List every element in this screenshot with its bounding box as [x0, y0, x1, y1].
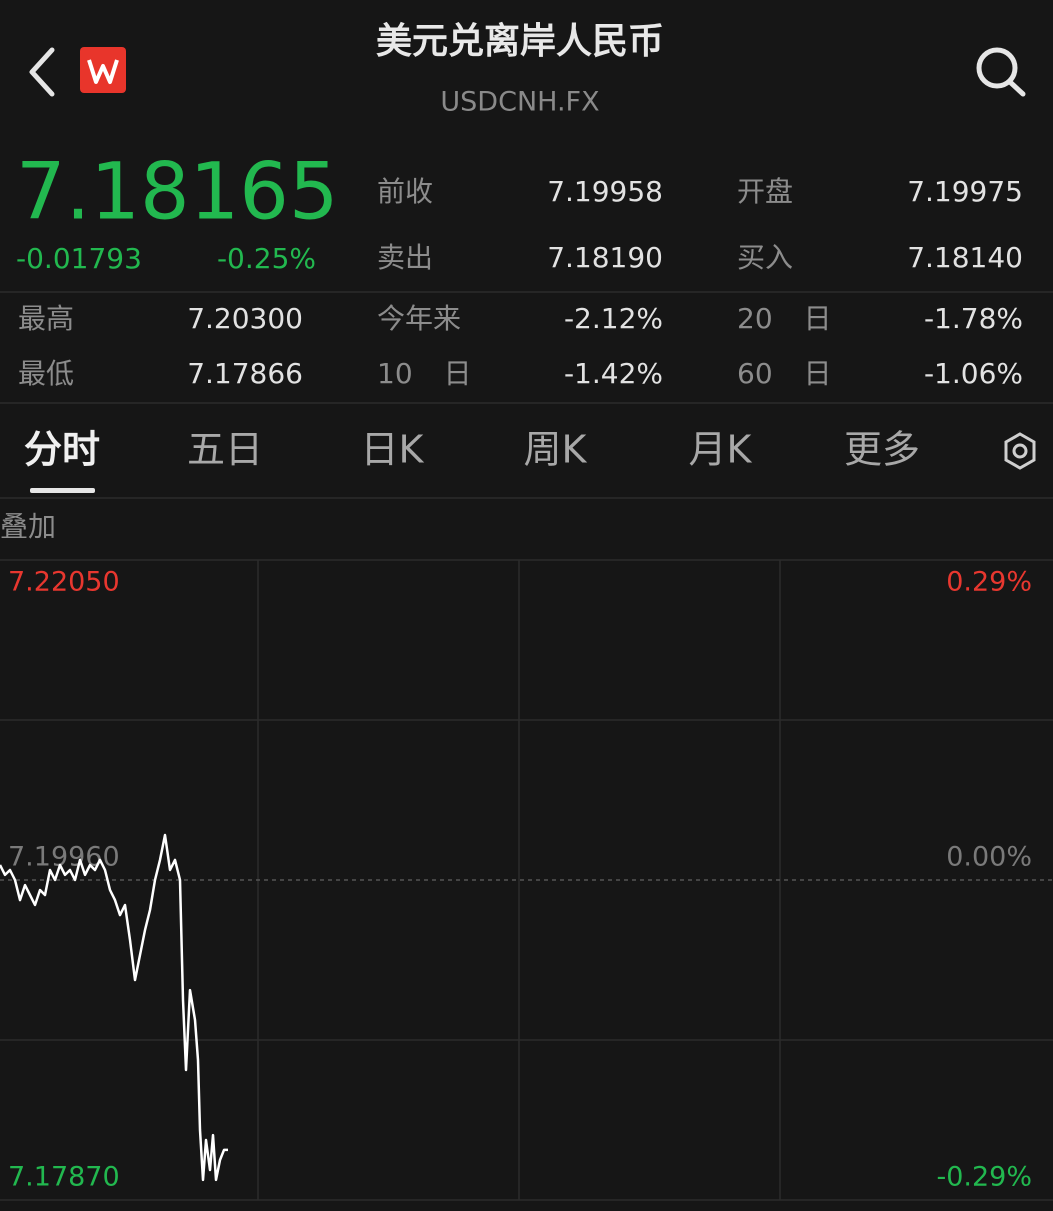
stat-label: 10 日: [377, 357, 472, 390]
chart-grid: [0, 560, 1053, 1200]
tab[interactable]: 五日: [187, 428, 263, 472]
overlay-button[interactable]: 叠加: [0, 510, 56, 543]
stat-value: 7.20300: [187, 302, 303, 335]
stat-label: 卖出: [377, 241, 433, 274]
stat-value: 7.17866: [187, 357, 303, 390]
back-button[interactable]: [29, 47, 55, 97]
stat-label: 开盘: [737, 175, 793, 208]
y2-tick-label: -0.29%: [936, 1162, 1032, 1193]
stat-value: 7.19958: [547, 175, 663, 208]
stat-value: -2.12%: [564, 302, 663, 335]
y-tick-label: 7.22050: [8, 567, 120, 598]
stat-value: 7.18140: [907, 241, 1023, 274]
y-tick-label: 7.19960: [8, 842, 120, 873]
tab[interactable]: 周K: [524, 428, 588, 472]
stat-label: 20 日: [737, 302, 832, 335]
tab[interactable]: 月K: [689, 428, 753, 472]
logo: [80, 47, 126, 93]
stat-value: -1.42%: [564, 357, 663, 390]
y2-tick-label: 0.00%: [946, 842, 1032, 873]
tab-indicator: [30, 488, 95, 493]
change: -0.01793: [16, 242, 142, 275]
settings-button[interactable]: [1004, 432, 1036, 470]
tab[interactable]: 更多: [844, 428, 920, 472]
price-line: [0, 833, 228, 1182]
price: 7.18165: [16, 147, 339, 237]
stat-value: 7.18190: [547, 241, 663, 274]
stat-value: -1.78%: [924, 302, 1023, 335]
y-tick-label: 7.17870: [8, 1162, 120, 1193]
stat-label: 最低: [18, 357, 74, 390]
subtitle: USDCNH.FX: [440, 87, 599, 118]
stat-value: 7.19975: [907, 175, 1023, 208]
search-button[interactable]: [976, 47, 1026, 97]
tab[interactable]: 分时: [24, 428, 100, 472]
y2-tick-label: 0.29%: [946, 567, 1032, 598]
stat-label: 买入: [737, 241, 793, 274]
tab[interactable]: 日K: [361, 428, 425, 472]
stat-label: 前收: [377, 175, 433, 208]
stat-label: 60 日: [737, 357, 832, 390]
stat-label: 今年来: [377, 302, 461, 335]
stat-label: 最高: [18, 302, 74, 335]
stat-value: -1.06%: [924, 357, 1023, 390]
title: 美元兑离岸人民币: [376, 21, 664, 62]
change-percent: -0.25%: [217, 242, 316, 275]
